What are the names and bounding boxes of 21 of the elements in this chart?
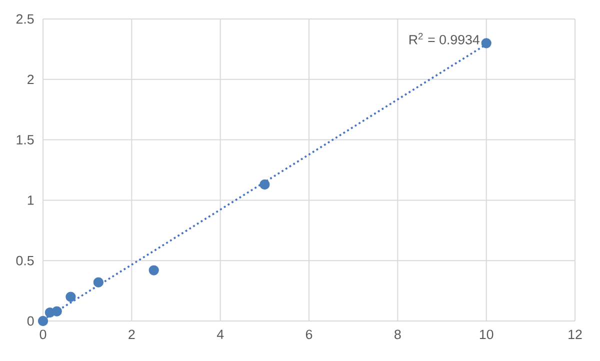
point	[38, 316, 48, 326]
x-tick-label: 10	[480, 330, 494, 340]
point	[93, 277, 104, 288]
y-tick-label: 1.5	[16, 135, 34, 144]
x-tick-label: 2	[128, 330, 135, 340]
point	[260, 179, 270, 190]
x-tick-label: 6	[306, 330, 312, 340]
y-tick-label: 0	[27, 316, 34, 326]
x-tick-label: 12	[568, 330, 582, 340]
point	[481, 38, 492, 48]
x-tick-label: 4	[216, 330, 224, 339]
y-tick-label: 2.5	[16, 14, 34, 24]
point	[148, 265, 159, 276]
y-tick-label: 0.5	[16, 256, 34, 266]
annotation: R$^{2}$ = 0.9934	[409, 32, 480, 44]
point	[52, 306, 62, 316]
y-tick-label: 1	[28, 196, 34, 205]
x-tick-label: 8	[394, 330, 401, 340]
y-tick-label: 2	[28, 74, 34, 84]
point	[66, 292, 76, 302]
x-tick-label: 0	[40, 330, 46, 340]
